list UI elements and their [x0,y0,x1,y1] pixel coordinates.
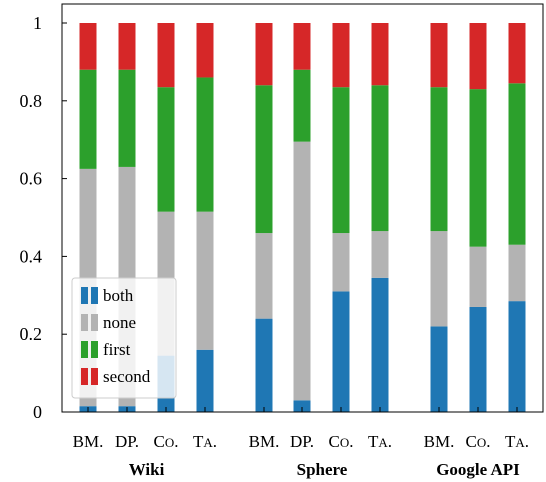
legend-swatch-both [81,287,88,304]
bar-segment-second [430,23,448,88]
bar-segment-both [508,301,526,412]
bar-segment-second [332,23,350,88]
bar-segment-none [293,141,311,401]
x-tick-label: BM. [73,432,104,451]
x-tick-label: TA. [368,432,392,451]
bar-segment-second [508,23,526,84]
bar-segment-none [430,231,448,327]
bar-segment-first [79,69,97,169]
bar-segment-second [157,23,175,88]
x-tick-label: BM. [249,432,280,451]
bar-segment-first [196,77,214,212]
legend-label-none: none [103,313,136,332]
bar-segment-both [293,400,311,412]
legend-swatch-first [91,341,98,358]
group-label: Google API [436,460,520,479]
legend-swatch-second [81,368,88,385]
x-tick-label: DP. [290,432,314,451]
bar-segment-second [79,23,97,70]
bar-segment-both [430,326,448,412]
bar-segment-first [332,87,350,234]
legend-swatch-none [91,314,98,331]
x-tick-label: TA. [193,432,217,451]
group-label: Wiki [129,460,165,479]
bar-segment-first [469,89,487,247]
y-tick-label: 0.6 [20,169,43,189]
y-tick-label: 0 [33,402,42,422]
bar-segment-second [293,23,311,70]
bar-segment-both [255,318,273,412]
bar-segment-second [255,23,273,86]
x-tick-label: BM. [424,432,455,451]
bar-segment-first [508,83,526,245]
x-tick-label: CO. [329,432,354,451]
bar-segment-second [371,23,389,86]
legend: both none first second [71,277,177,399]
y-tick-label: 0.2 [20,324,43,344]
legend-swatch-first [81,341,88,358]
y-tick-label: 0.8 [20,91,43,111]
bar-segment-none [196,211,214,350]
bar-segment-first [371,85,389,232]
bar-segment-first [118,69,136,167]
bar-segment-both [469,306,487,412]
bar-segment-first [255,85,273,234]
bar-segment-none [255,233,273,319]
bar-segment-none [371,231,389,278]
bar-segment-second [196,23,214,78]
x-tick-label: CO. [466,432,491,451]
axes-layer: BM. DP. CO. TA. Wiki BM. DP. CO. TA. Sphere BM. CO.… [20,3,544,479]
bar-segment-second [118,23,136,70]
bar-segment-first [157,87,175,212]
bar-segment-none [469,246,487,307]
bar-segment-second [469,23,487,90]
x-tick-label: TA. [505,432,529,451]
legend-swatch-none [81,314,88,331]
y-tick-label: 0.4 [20,246,43,266]
legend-label-both: both [103,286,134,305]
bar-segment-both [371,277,389,412]
group-label: Sphere [297,460,348,479]
bar-segment-first [430,87,448,232]
x-tick-label: CO. [154,432,179,451]
bar-segment-first [293,69,311,142]
bar-segment-both [332,291,350,412]
legend-swatch-both [91,287,98,304]
legend-label-second: second [103,367,151,386]
bar-segment-none [508,244,526,302]
y-tick-label: 1 [33,13,42,33]
bar-segment-none [332,233,350,292]
bar-segment-both [196,349,214,412]
x-tick-label: DP. [115,432,139,451]
legend-swatch-second [91,368,98,385]
legend-label-first: first [103,340,131,359]
